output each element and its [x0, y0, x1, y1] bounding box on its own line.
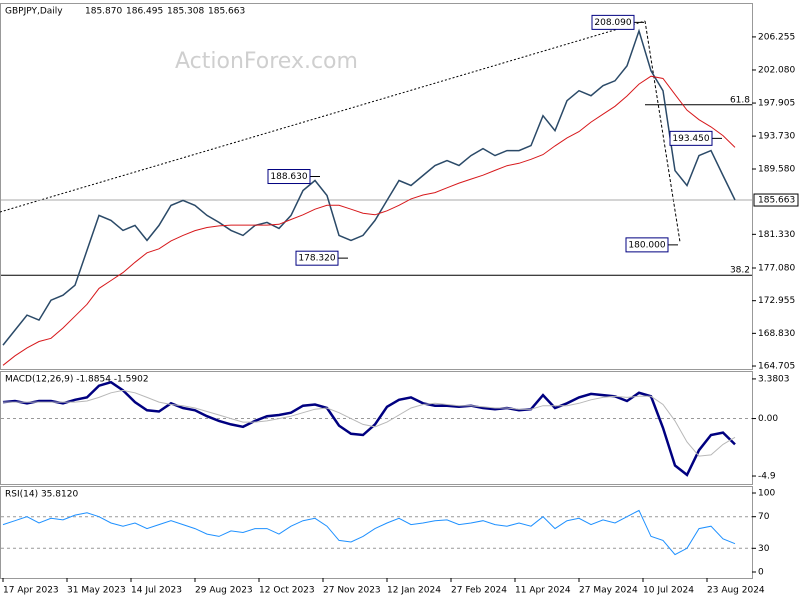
y-tick-label: 164.705 — [758, 362, 795, 372]
fib-label: 38.2 — [730, 266, 750, 276]
rsi-title: RSI(14) 35.8120 — [5, 490, 78, 500]
y-tick-label: -4.9 — [758, 472, 776, 482]
price-box — [753, 193, 799, 207]
y-tick-label: 181.330 — [758, 230, 795, 240]
series-line — [3, 389, 736, 457]
y-tick-label: 206.255 — [758, 32, 795, 42]
x-tick-label: 17 Apr 2023 — [3, 586, 59, 596]
y-tick-label: 70 — [758, 512, 770, 522]
y-tick-label: 172.955 — [758, 296, 795, 306]
close: 185.663 — [208, 7, 245, 17]
series-line — [2, 28, 736, 346]
y-tick-label: 0 — [758, 567, 764, 577]
x-tick-label: 10 Jul 2024 — [643, 586, 694, 596]
low: 185.308 — [167, 7, 204, 17]
label-box — [625, 237, 669, 253]
label-box — [295, 250, 339, 266]
fib-label: 61.8 — [730, 95, 750, 105]
watermark: ActionForex.com — [175, 49, 358, 74]
level-label: 180.000 — [628, 240, 665, 250]
x-tick-label: 12 Oct 2023 — [259, 586, 315, 596]
y-tick-label: 0.00 — [758, 414, 778, 424]
y-tick-label: 177.080 — [758, 264, 795, 274]
y-tick-label: 168.830 — [758, 329, 795, 339]
x-tick-label: 11 Apr 2024 — [515, 586, 571, 596]
y-tick-label: 100 — [758, 489, 775, 499]
trendline — [0, 20, 646, 213]
series-line — [2, 509, 736, 556]
y-tick-label: 193.730 — [758, 132, 795, 142]
x-tick-label: 23 Aug 2024 — [707, 586, 765, 596]
high: 186.495 — [126, 7, 163, 17]
x-tick-label: 27 May 2024 — [579, 586, 638, 596]
label-box — [669, 130, 713, 146]
label-box — [591, 14, 635, 30]
x-tick-label: 27 Feb 2024 — [451, 586, 507, 596]
x-tick-label: 29 Aug 2023 — [195, 586, 253, 596]
y-tick-label: 202.080 — [758, 65, 795, 75]
level-label: 208.090 — [594, 18, 631, 28]
x-tick-label: 14 Jul 2023 — [131, 586, 182, 596]
x-tick-label: 12 Jan 2024 — [387, 586, 441, 596]
level-label: 178.320 — [298, 254, 335, 264]
price-panel — [0, 3, 753, 370]
swing-line — [644, 20, 681, 243]
level-label: 188.630 — [270, 172, 307, 182]
series-line — [2, 75, 736, 366]
y-tick-label: 197.905 — [758, 99, 795, 109]
price-label: 185.663 — [758, 196, 795, 206]
label-box — [267, 169, 311, 185]
y-tick-label: 3.3803 — [758, 374, 790, 384]
macd-panel — [0, 371, 753, 485]
level-label: 193.450 — [672, 134, 709, 144]
rsi-panel — [0, 486, 753, 579]
x-tick-label: 31 May 2023 — [67, 586, 126, 596]
y-tick-label: 30 — [758, 544, 770, 554]
y-tick-label: 189.580 — [758, 164, 795, 174]
symbol: GBPJPY,Daily — [5, 7, 63, 17]
macd-title: MACD(12,26,9) -1.8854 -1.5902 — [5, 375, 149, 385]
x-tick-label: 27 Nov 2023 — [323, 586, 381, 596]
open: 185.870 — [85, 7, 122, 17]
